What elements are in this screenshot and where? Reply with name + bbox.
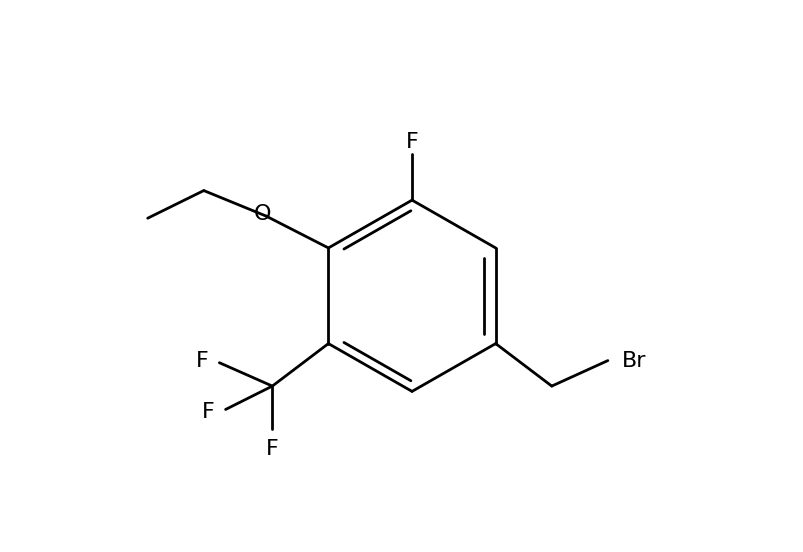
Text: F: F [202,402,214,422]
Text: O: O [254,204,271,224]
Text: F: F [406,132,418,152]
Text: Br: Br [621,351,646,370]
Text: F: F [266,439,279,459]
Text: F: F [195,351,208,370]
